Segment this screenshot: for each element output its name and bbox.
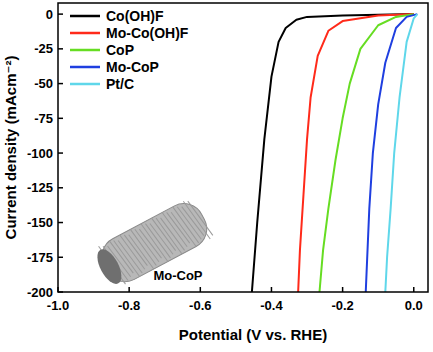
y-tick bbox=[58, 187, 63, 189]
chart: Mo-CoP -1.0 -0.8 -0.6 -0.4 -0.2 0.0 0 -25 -50 -75 -… bbox=[0, 0, 433, 352]
inset-texture bbox=[182, 204, 204, 239]
x-tick bbox=[271, 287, 273, 292]
series-line bbox=[252, 14, 414, 292]
inset-illustration bbox=[91, 197, 214, 292]
inset-texture bbox=[188, 198, 213, 238]
series-line bbox=[298, 14, 414, 292]
y-tick-label: -200 bbox=[27, 285, 53, 300]
x-tick bbox=[413, 287, 415, 292]
series-line bbox=[366, 14, 418, 292]
legend-swatch bbox=[70, 49, 100, 52]
plot-lines bbox=[252, 14, 417, 292]
x-tick-label: -0.4 bbox=[260, 298, 283, 313]
legend-label: Pt/C bbox=[106, 76, 134, 92]
y-tick-label: -25 bbox=[34, 41, 53, 56]
x-tick bbox=[342, 287, 344, 292]
legend-label: Co(OH)F bbox=[106, 8, 164, 24]
y-tick bbox=[58, 291, 63, 293]
plot-frame bbox=[58, 3, 428, 292]
x-axis-title: Potential (V vs. RHE) bbox=[179, 326, 327, 343]
legend-label: CoP bbox=[106, 42, 134, 58]
x-tick-label: -0.6 bbox=[189, 298, 211, 313]
y-tick bbox=[58, 257, 63, 259]
x-tick bbox=[200, 287, 202, 292]
legend-swatch bbox=[70, 66, 100, 69]
y-tick-label: -100 bbox=[27, 146, 53, 161]
y-tick-label: -175 bbox=[27, 250, 53, 265]
legend-swatch bbox=[70, 15, 100, 18]
legend-swatch bbox=[70, 83, 100, 86]
y-tick-label: -125 bbox=[27, 180, 53, 195]
legend-label: Mo-CoP bbox=[106, 59, 159, 75]
y-tick-label: 0 bbox=[46, 7, 53, 22]
y-tick-label: -150 bbox=[27, 215, 53, 230]
x-tick-label: -0.8 bbox=[118, 298, 140, 313]
y-tick-label: -75 bbox=[34, 111, 53, 126]
legend: Co(OH)FMo-Co(OH)FCoPMo-CoPPt/C bbox=[70, 8, 189, 92]
legend-swatch bbox=[70, 32, 100, 35]
legend-label: Mo-Co(OH)F bbox=[106, 25, 189, 41]
x-tick-label: -0.2 bbox=[331, 298, 353, 313]
inset-end bbox=[93, 246, 127, 288]
annotation: Mo-CoP bbox=[153, 268, 202, 283]
y-tick bbox=[58, 83, 63, 85]
inset-texture bbox=[152, 215, 176, 253]
x-tick-label: 0.0 bbox=[405, 298, 423, 313]
y-tick bbox=[58, 48, 63, 50]
inset-texture bbox=[139, 226, 161, 261]
y-tick-label: -50 bbox=[34, 76, 53, 91]
y-tick bbox=[58, 152, 63, 154]
x-tick-label: -1.0 bbox=[47, 298, 69, 313]
inset-texture bbox=[183, 198, 210, 241]
y-axis-title: Current density (mAcm⁻²) bbox=[2, 56, 19, 240]
x-tick bbox=[128, 287, 130, 292]
y-tick bbox=[58, 118, 63, 120]
y-tick bbox=[58, 222, 63, 224]
series-line bbox=[385, 14, 417, 292]
y-tick bbox=[58, 13, 63, 15]
